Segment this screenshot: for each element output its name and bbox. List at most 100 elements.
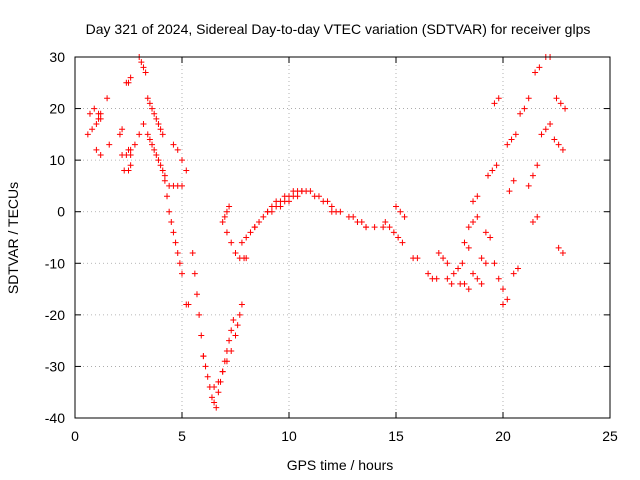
data-point (440, 255, 447, 262)
x-tick-label: 15 (388, 428, 404, 444)
data-point (553, 95, 560, 102)
data-point (193, 291, 200, 298)
data-point (371, 224, 378, 231)
data-point (506, 188, 513, 195)
series-arc-53 (532, 64, 543, 76)
data-point (450, 270, 457, 277)
series-arc-16 (189, 249, 207, 360)
data-point (465, 244, 472, 251)
series-arc-19 (215, 317, 237, 396)
data-point (358, 219, 365, 226)
data-point (559, 146, 566, 153)
data-point (144, 131, 151, 138)
data-point (517, 110, 524, 117)
series-arc-12 (161, 177, 185, 189)
data-point (153, 151, 160, 158)
data-point (529, 219, 536, 226)
data-point (228, 327, 235, 334)
series-arc-31 (410, 255, 421, 262)
data-point (159, 167, 166, 174)
data-point (465, 286, 472, 293)
data-point (191, 270, 198, 277)
plot-frame (74, 56, 611, 419)
data-point (179, 270, 185, 277)
data-point (91, 105, 98, 112)
data-point (470, 270, 477, 277)
series-arc-03 (93, 146, 104, 158)
data-point (562, 105, 569, 112)
x-tick-label: 10 (281, 428, 297, 444)
data-point (459, 260, 466, 267)
data-point (198, 332, 205, 339)
data-point (536, 64, 543, 71)
data-point (161, 177, 168, 184)
series-arc-17 (200, 353, 220, 411)
data-point (226, 203, 233, 210)
data-point (399, 239, 406, 246)
data-point (213, 404, 220, 411)
data-point (164, 193, 171, 200)
data-point (448, 280, 455, 287)
data-point (153, 115, 160, 122)
series-arc-49 (510, 265, 521, 277)
data-point (514, 265, 521, 272)
data-point (219, 219, 226, 226)
data-point (555, 141, 562, 148)
data-point (97, 151, 104, 158)
data-point (521, 105, 528, 112)
data-point (474, 213, 481, 220)
data-point (155, 121, 162, 128)
data-point (277, 203, 284, 210)
data-point (251, 224, 258, 231)
data-point (232, 332, 239, 339)
data-point (534, 162, 541, 169)
series-arc-29 (382, 219, 406, 246)
data-point (127, 162, 134, 169)
data-point (538, 131, 545, 138)
data-point (183, 167, 190, 174)
series-arc-34 (444, 275, 455, 287)
data-point (393, 203, 399, 210)
data-point (491, 100, 498, 107)
x-tick-label: 0 (71, 428, 79, 444)
data-point (170, 229, 177, 236)
data-points (84, 54, 569, 411)
data-point (455, 265, 462, 272)
data-point (157, 126, 164, 133)
data-point (236, 311, 243, 318)
data-point (217, 378, 224, 385)
data-point (500, 286, 506, 293)
data-point (465, 224, 472, 231)
data-point (390, 229, 397, 236)
series-arc-43 (485, 162, 500, 179)
series-arc-51 (525, 162, 541, 189)
data-point (159, 131, 166, 138)
x-axis-label: GPS time / hours (287, 457, 394, 473)
data-point (512, 131, 519, 138)
data-point (230, 317, 237, 324)
series-arc-22 (232, 301, 245, 339)
data-point (221, 358, 228, 365)
data-point (174, 249, 181, 256)
data-point (104, 95, 111, 102)
series-arc-21 (223, 229, 250, 262)
data-point (174, 146, 181, 153)
data-point (547, 121, 554, 128)
data-point (136, 131, 143, 138)
data-point (350, 213, 357, 220)
y-tick-label: 20 (49, 101, 65, 117)
data-point (127, 146, 134, 153)
data-point (200, 353, 207, 360)
series-arc-13 (170, 141, 190, 174)
data-point (228, 239, 235, 246)
data-point (444, 260, 451, 267)
data-point (525, 95, 532, 102)
data-point (534, 213, 541, 220)
data-point (179, 182, 185, 189)
data-point (328, 203, 335, 210)
data-point (211, 384, 218, 391)
series-arc-05 (119, 146, 134, 158)
series-arc-28 (350, 213, 370, 231)
data-point (444, 275, 451, 282)
data-point (140, 64, 147, 71)
